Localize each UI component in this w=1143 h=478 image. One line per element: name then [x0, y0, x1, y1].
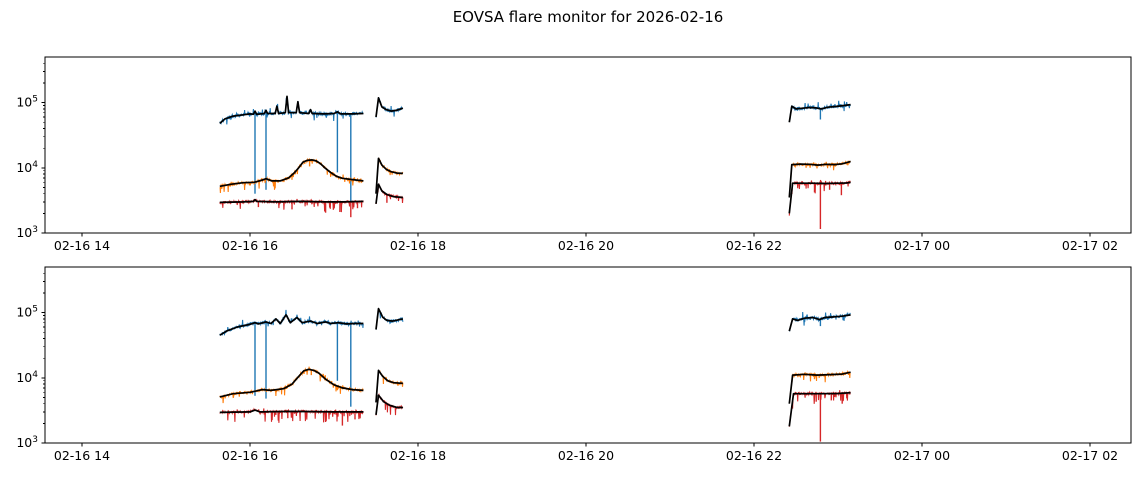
x-tick-label: 02-16 22	[726, 238, 782, 253]
subplot-1: 02-16 14 02-16 16 02-16 18 02-16 20 02-16 22…	[16, 56, 1132, 253]
subplot-1-orange-smooth	[219, 157, 851, 198]
x-tick-label: 02-16 16	[222, 448, 278, 463]
subplot-2-red-raw	[219, 390, 851, 427]
y-tick-label: 104	[16, 160, 38, 175]
subplot-1-data	[219, 95, 851, 229]
x-tick-label: 02-17 00	[894, 238, 950, 253]
x-tick-label: 02-17 00	[894, 448, 950, 463]
x-tick-label: 02-16 14	[54, 238, 110, 253]
subplot-2-orange-smooth	[219, 368, 851, 404]
subplot-1-blue-smooth	[219, 95, 851, 125]
subplot-2-axes-box	[44, 266, 1132, 444]
y-tick-label: 105	[16, 305, 38, 320]
x-tick-label: 02-16 22	[726, 448, 782, 463]
y-tick-label: 103	[16, 435, 38, 450]
x-tick-label: 02-17 02	[1062, 238, 1118, 253]
subplot-2-data	[219, 307, 851, 442]
subplot-1-red-smooth	[219, 181, 851, 214]
x-tick-label: 02-16 20	[558, 238, 614, 253]
subplot-2: 02-16 14 02-16 16 02-16 18 02-16 20 02-16 22…	[16, 266, 1132, 463]
subplot-1-orange-raw	[219, 157, 851, 198]
x-tick-label: 02-16 20	[558, 448, 614, 463]
y-tick-label: 105	[16, 95, 38, 110]
subplot-1-red-raw	[219, 179, 851, 216]
x-tick-label: 02-17 02	[1062, 448, 1118, 463]
x-tick-label: 02-16 14	[54, 448, 110, 463]
y-tick-label: 104	[16, 370, 38, 385]
x-tick-label: 02-16 16	[222, 238, 278, 253]
x-tick-label: 02-16 18	[390, 238, 446, 253]
subplot-1-blue-raw	[219, 96, 851, 126]
subplot-2-blue-smooth	[219, 307, 851, 336]
x-tick-label: 02-16 18	[390, 448, 446, 463]
subplot-1-axes-box	[44, 56, 1132, 234]
subplot-2-orange-raw	[219, 366, 851, 404]
subplot-2-red-smooth	[219, 391, 851, 427]
y-tick-label: 103	[16, 225, 38, 240]
chart-title: EOVSA flare monitor for 2026-02-16	[452, 8, 724, 26]
